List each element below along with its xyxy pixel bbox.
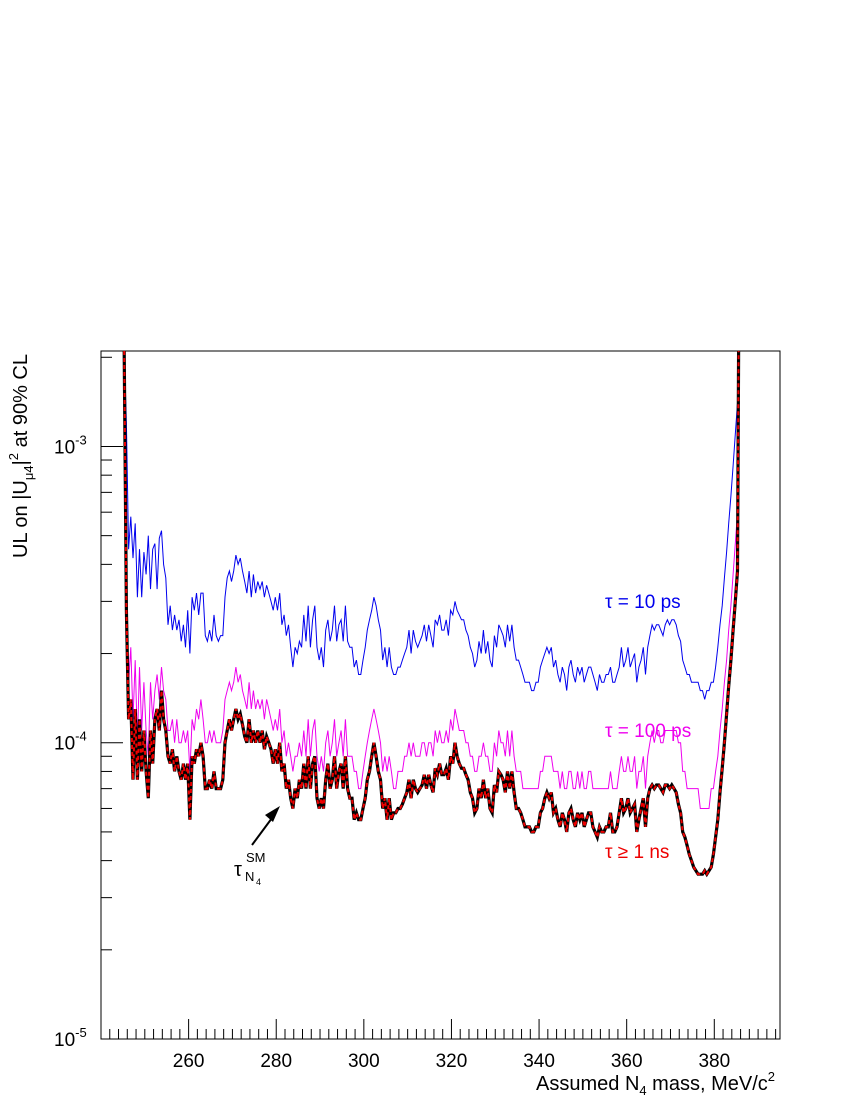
x-tick-label: 360: [611, 1051, 643, 1072]
x-tick-label: 260: [173, 1051, 205, 1072]
y-axis: 10-5 10-4 10-3: [54, 356, 123, 1051]
x-axis: 260 280 300 320 340 360 380: [109, 1019, 777, 1072]
y-axis-label-sup: 2: [6, 453, 21, 460]
x-tick-label: 380: [698, 1051, 730, 1072]
y-tick-label: 10-4: [54, 729, 87, 755]
x-tick-label: 300: [348, 1051, 380, 1072]
y-axis-label: UL on |Uμ4|2 at 90% CL: [6, 354, 36, 558]
sm-annotation-tau: τ: [234, 859, 242, 881]
series-label-10ps: τ = 10 ps: [605, 592, 681, 613]
x-tick-label: 280: [260, 1051, 292, 1072]
sm-annotation-sub: N: [245, 869, 254, 884]
x-axis-label-sup: 2: [768, 1069, 775, 1084]
y-axis-label-main: UL on |U: [10, 480, 32, 558]
series-label-100ps: τ = 100 ps: [605, 721, 691, 742]
sm-arrow-shaft: [251, 817, 273, 846]
sm-annotation-subsub: 4: [256, 877, 261, 887]
y-axis-label-sub: μ4: [21, 465, 36, 480]
y-tick-label: 10-3: [54, 432, 87, 458]
series-group: [122, 351, 741, 878]
sm-annotation-sup: SM: [246, 850, 266, 865]
x-axis-label-tail: mass, MeV/c: [647, 1073, 768, 1095]
sm-annotation: τ SM N 4: [234, 806, 280, 887]
y-axis-label-tail: at 90% CL: [10, 354, 32, 453]
series-line-1ns: [123, 351, 740, 877]
x-axis-label-sub: 4: [639, 1083, 646, 1098]
x-tick-label: 320: [436, 1051, 468, 1072]
plot-frame: [100, 350, 781, 1040]
sm-arrow-head: [265, 806, 280, 822]
y-tick-label: 10-5: [54, 1025, 87, 1051]
y-axis-label-mid: |: [10, 460, 32, 465]
x-axis-label-main: Assumed N: [536, 1073, 639, 1095]
x-tick-label: 340: [523, 1051, 555, 1072]
series-label-1ns: τ ≥ 1 ns: [605, 842, 669, 863]
x-axis-label: Assumed N4 mass, MeV/c2: [536, 1069, 775, 1098]
series-line-100ps: [123, 351, 740, 809]
series-line-10ps: [123, 351, 740, 700]
